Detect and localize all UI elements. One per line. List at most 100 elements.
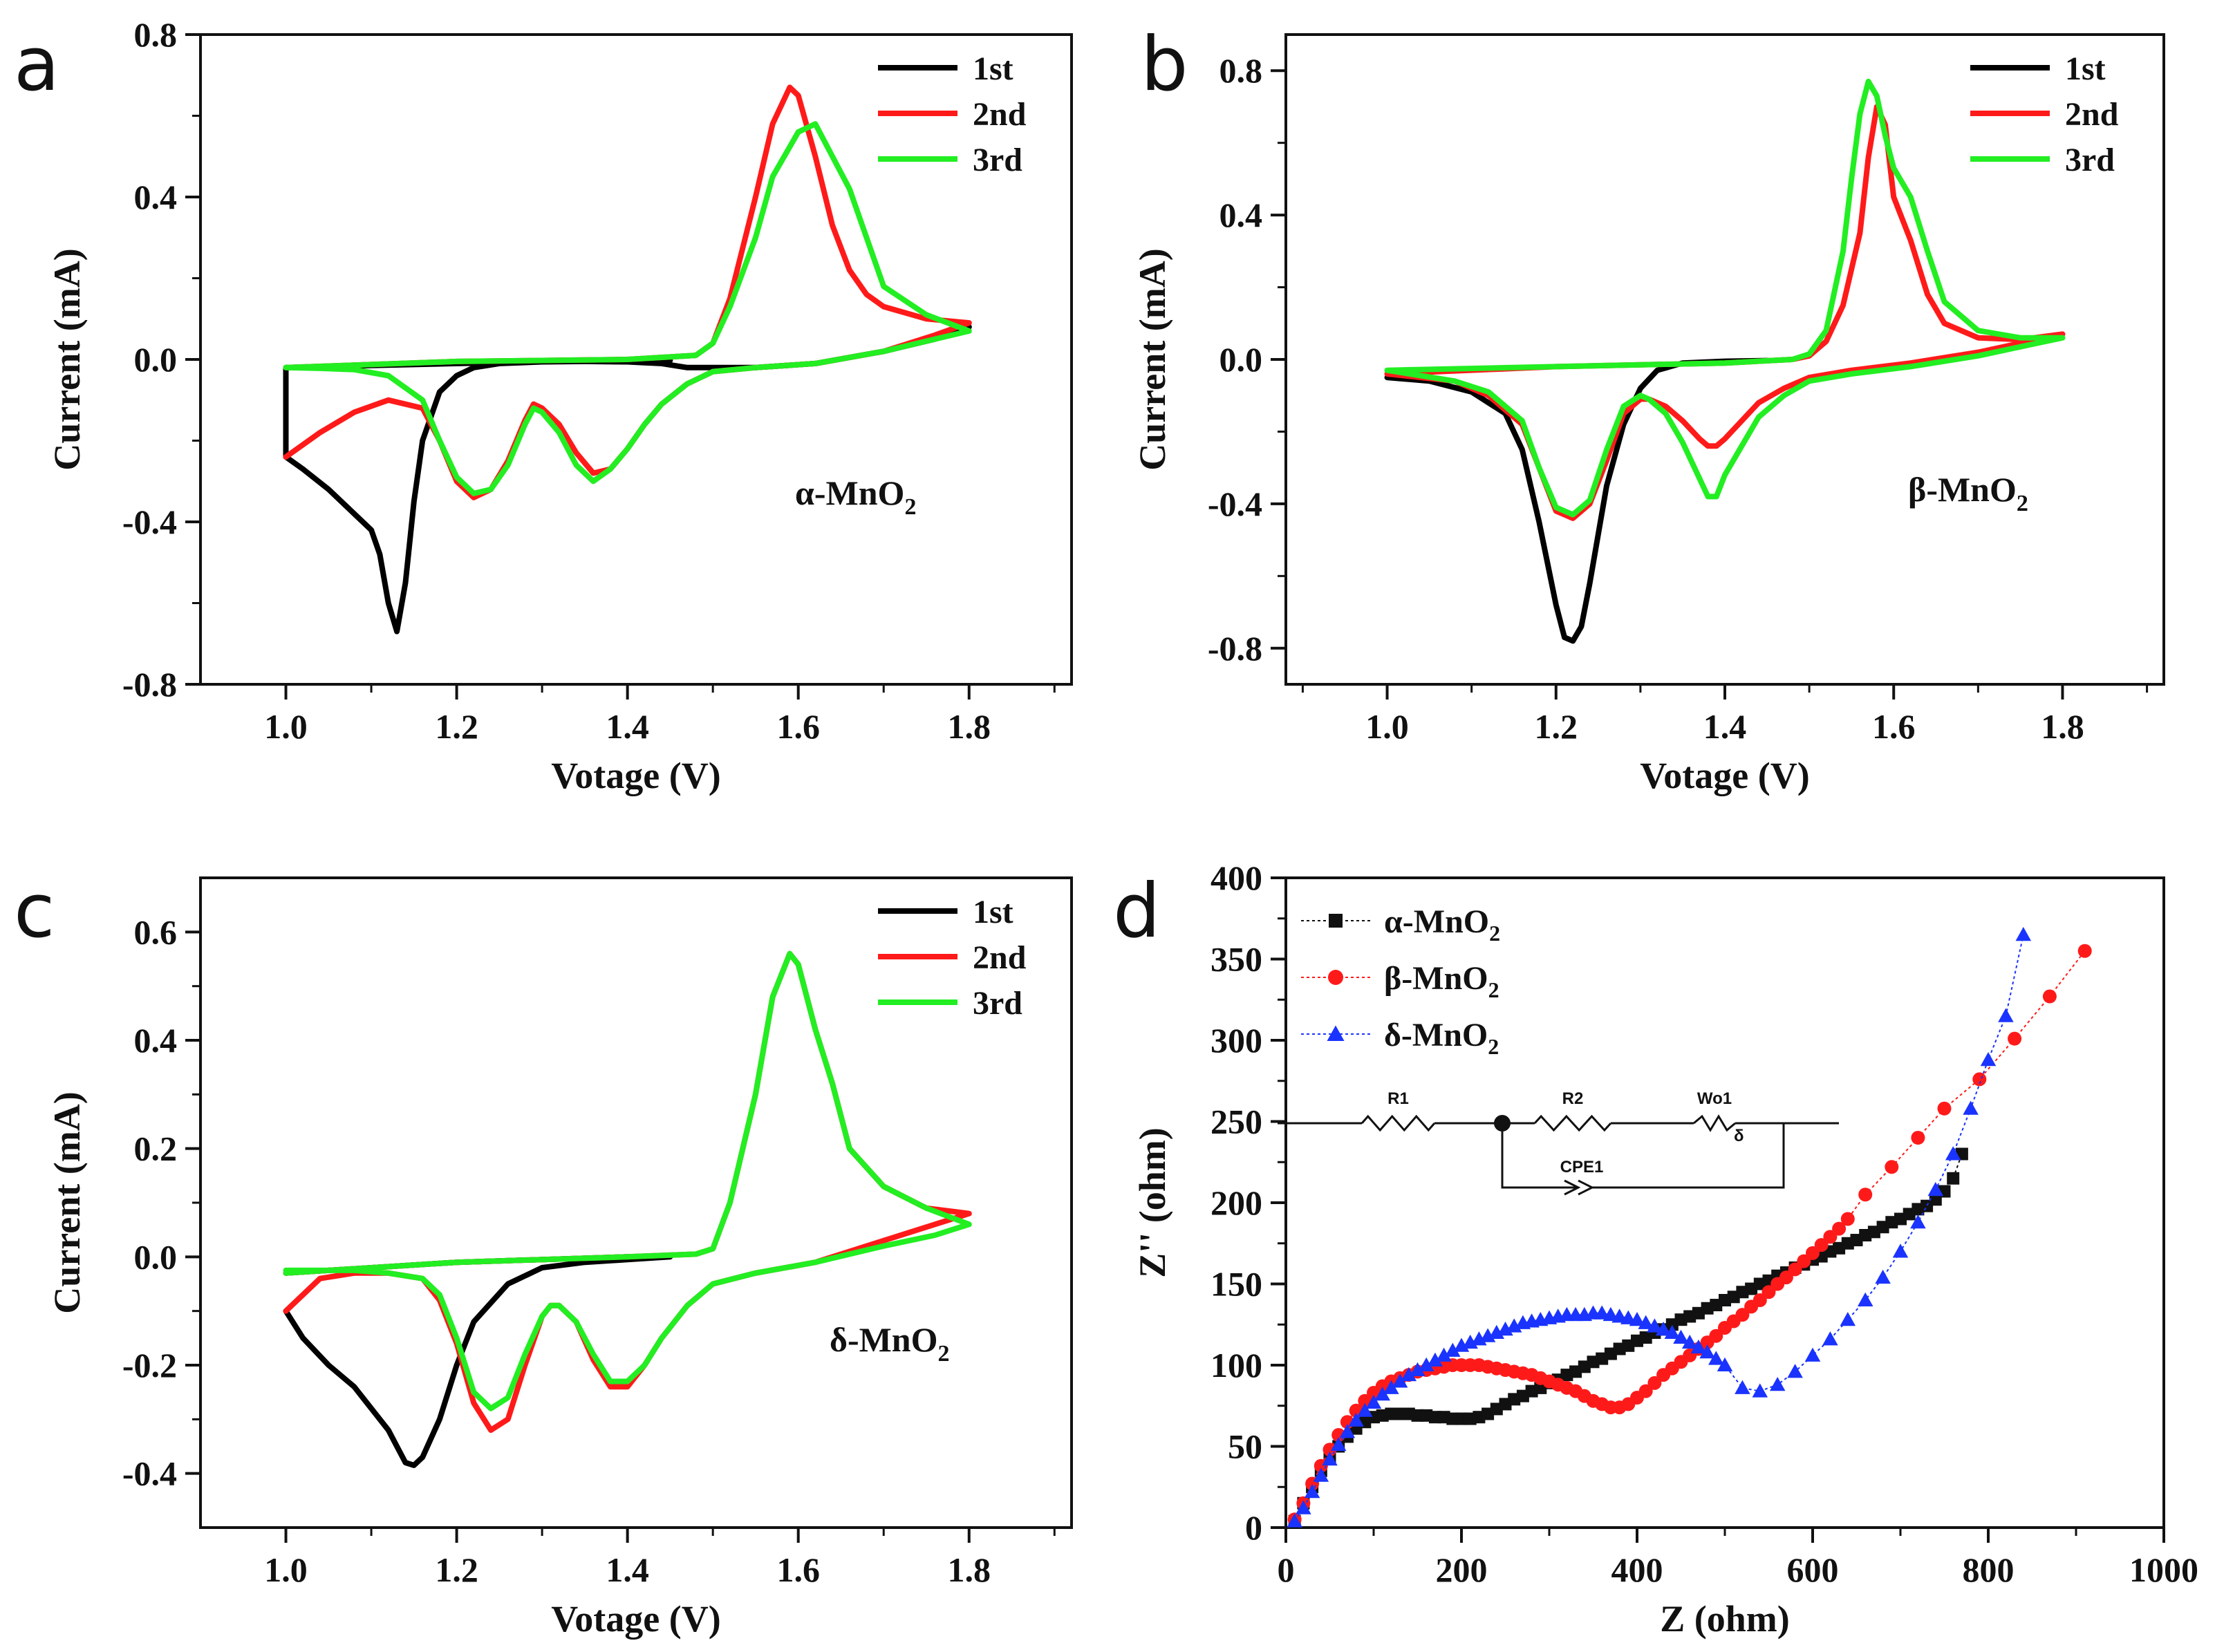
data-point [1445, 1342, 1461, 1357]
data-point [1788, 1262, 1802, 1277]
legend-label-3rd: 3rd [2065, 142, 2115, 178]
y-tick-label: 0.0 [1219, 340, 1263, 379]
data-point [1840, 1311, 1856, 1326]
y-tick-label: 0.8 [1219, 51, 1263, 90]
data-point [1365, 1394, 1382, 1409]
data-point [1875, 1269, 1891, 1284]
y-tick-label: 0.6 [134, 912, 178, 951]
data-point [1998, 1008, 2014, 1022]
warburg-element [1693, 1114, 1736, 1132]
series-line-1st [283, 324, 972, 635]
circuit-wire [1501, 1123, 1578, 1189]
data-point [1885, 1160, 1899, 1174]
data-point [1655, 1322, 1672, 1336]
x-tick-label: 1.6 [1872, 707, 1916, 746]
x-tick-label: 400 [1611, 1550, 1663, 1589]
data-point [1330, 1436, 1347, 1452]
data-point [2042, 989, 2057, 1004]
series-line-3rd [1384, 78, 2066, 518]
compound-annotation: β-MnO2 [1908, 470, 2028, 516]
legend-label-1st: 1st [973, 894, 1013, 930]
y-tick-label: 0.4 [134, 178, 178, 216]
y-tick-label: 0.0 [134, 1237, 178, 1276]
data-point [1629, 1311, 1645, 1326]
y-axis-title: Current (mA) [1132, 248, 1173, 470]
data-point [1779, 1270, 1793, 1285]
compound-annotation: α-MnO2 [795, 473, 916, 520]
y-tick-label: 200 [1211, 1183, 1262, 1222]
y-tick-label: -0.2 [122, 1346, 177, 1385]
data-point [1857, 1292, 1873, 1306]
compound-name: δ-MnO [830, 1320, 938, 1359]
legend-label-2nd: 2nd [2065, 96, 2119, 133]
legend-label-1st: 1st [973, 50, 1013, 87]
y-tick-label: 250 [1211, 1102, 1262, 1141]
legend-subscript: 2 [1489, 921, 1500, 946]
x-tick-label: 600 [1787, 1550, 1839, 1589]
data-point [1892, 1243, 1909, 1258]
x-tick-label: 0 [1278, 1550, 1295, 1589]
data-point [1647, 1376, 1662, 1390]
data-point [1927, 1181, 1944, 1196]
legend-name: α-MnO [1384, 903, 1489, 940]
y-tick-label: 300 [1211, 1021, 1262, 1060]
data-point [1910, 1214, 1926, 1229]
series-line-3rd [283, 121, 972, 496]
y-tick-label: -0.4 [1208, 485, 1262, 523]
legend-label: α-MnO2 [1384, 903, 1500, 946]
x-tick-label: 1.4 [606, 1550, 649, 1589]
y-tick-label: 0.4 [1219, 196, 1263, 234]
x-tick-label: 1000 [2129, 1550, 2198, 1589]
circuit-wire [1592, 1123, 1785, 1189]
x-axis-title: Votage (V) [1640, 755, 1809, 796]
panel-b: b 1.0 1.2 1.4 1.6 1.8 -0.8 -0.4 0.0 0.4 0.8 Votage … [1132, 21, 2165, 796]
data-point [1410, 1362, 1426, 1377]
data-point [1832, 1221, 1847, 1236]
data-point [1980, 1051, 1997, 1067]
y-tick-label: 50 [1228, 1427, 1262, 1466]
data-point [1761, 1285, 1776, 1299]
data-point [1664, 1324, 1681, 1339]
x-tick-label: 1.2 [1535, 707, 1578, 746]
x-axis-title: Votage (V) [551, 755, 720, 796]
x-tick-label: 1.4 [606, 707, 649, 746]
x-tick-label: 800 [1963, 1550, 2015, 1589]
data-point [1348, 1412, 1364, 1427]
panel-c: c 1.0 1.2 1.4 1.6 1.8 -0.4 -0.2 0.0 0.2 0.4 0.6 Vota… [14, 868, 1073, 1640]
data-point [1806, 1246, 1820, 1260]
data-point [1823, 1230, 1838, 1244]
y-axis-title: Current (mA) [46, 1091, 88, 1313]
compound-subscript: 2 [938, 1341, 950, 1367]
y-tick-label: -0.4 [122, 503, 177, 541]
y-tick-label: -0.8 [122, 665, 177, 704]
x-tick-label: 1.8 [948, 707, 991, 746]
x-tick-label: 200 [1436, 1550, 1488, 1589]
equivalent-circuit: R1 R2 Wo1 CPE1 δ [1278, 1089, 1839, 1196]
panel-letter: b [1141, 21, 1188, 108]
legend-marker [1328, 970, 1343, 985]
data-point [1752, 1383, 1768, 1398]
y-tick-label: 0 [1245, 1508, 1262, 1547]
legend-label-2nd: 2nd [973, 96, 1027, 133]
data-point [1840, 1212, 1855, 1226]
panel-letter: d [1113, 868, 1161, 955]
y-tick-label: -0.8 [1208, 629, 1262, 668]
data-point [1709, 1329, 1723, 1343]
data-point [1937, 1101, 1952, 1116]
x-tick-label: 1.8 [2041, 707, 2084, 746]
x-tick-label: 1.0 [264, 1550, 308, 1589]
panel-a: a 1.0 1.2 1.4 1.6 1.8 -0.8 -0.4 0.0 0.4 0.8 Votage … [14, 15, 1073, 796]
x-tick-label: 1.8 [948, 1550, 991, 1589]
legend-subscript: 2 [1488, 1034, 1499, 1059]
data-point [1699, 1344, 1715, 1359]
data-point [1735, 1380, 1750, 1394]
x-tick-label: 1.6 [776, 707, 820, 746]
resistor-r1 [1361, 1114, 1436, 1132]
y-tick-label: 400 [1211, 858, 1262, 897]
panel-letter: a [14, 21, 59, 108]
data-point [1963, 1100, 1979, 1115]
panel-letter: c [14, 868, 55, 955]
data-point [2008, 1031, 2022, 1046]
x-tick-label: 1.2 [435, 707, 478, 746]
data-point [1769, 1376, 1786, 1391]
